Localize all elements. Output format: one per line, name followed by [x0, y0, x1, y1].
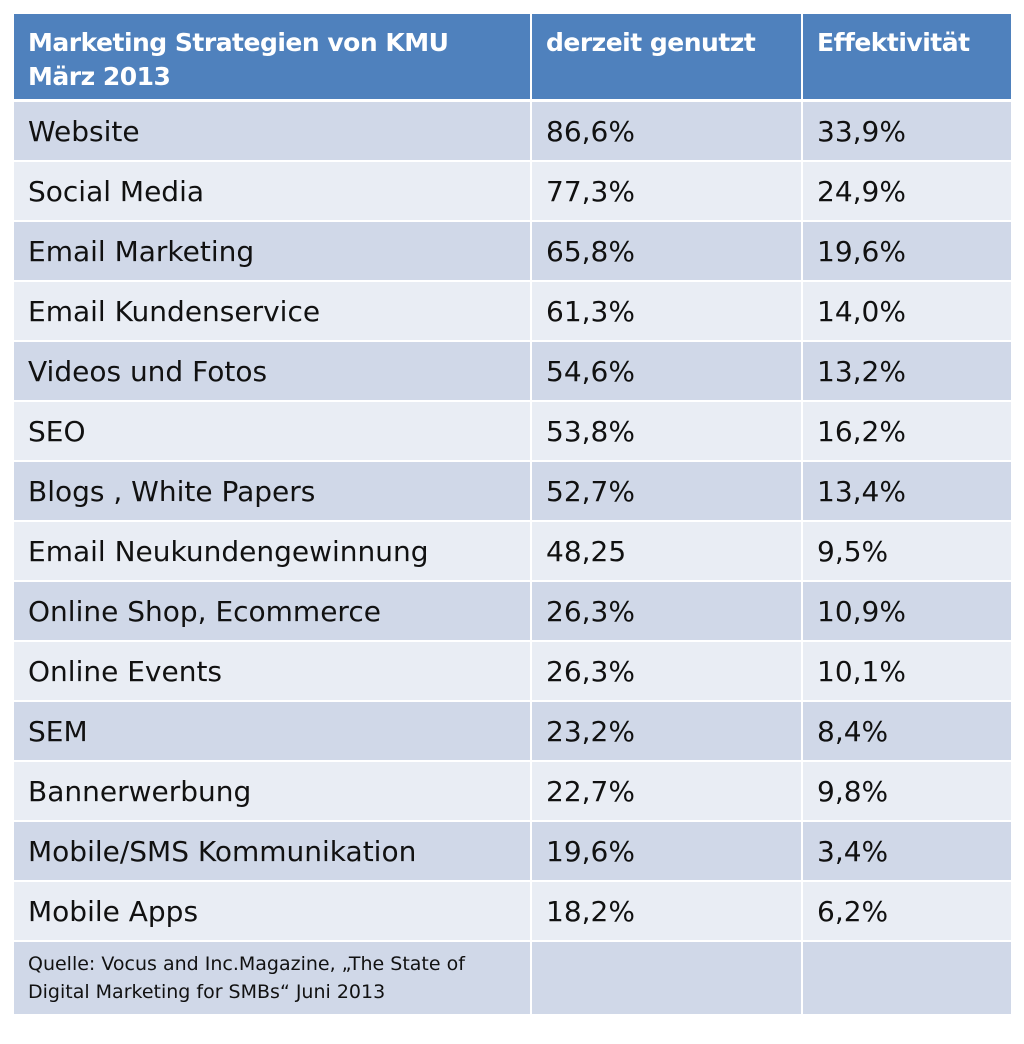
cell-effectiveness: 9,5%	[803, 522, 1011, 582]
cell-effectiveness: 16,2%	[803, 402, 1011, 462]
table-row: SEO 53,8% 16,2%	[14, 402, 1011, 462]
cell-used: 61,3%	[532, 282, 803, 342]
table-row: Online Events 26,3% 10,1%	[14, 642, 1011, 702]
table-row: SEM 23,2% 8,4%	[14, 702, 1011, 762]
cell-effectiveness: 10,9%	[803, 582, 1011, 642]
cell-strategy: Videos und Fotos	[14, 342, 532, 402]
cell-strategy: Bannerwerbung	[14, 762, 532, 822]
cell-used: 52,7%	[532, 462, 803, 522]
cell-strategy: Email Marketing	[14, 222, 532, 282]
table-row: Mobile Apps 18,2% 6,2%	[14, 882, 1011, 942]
table-row: Online Shop, Ecommerce 26,3% 10,9%	[14, 582, 1011, 642]
cell-used: 54,6%	[532, 342, 803, 402]
cell-used: 23,2%	[532, 702, 803, 762]
cell-strategy: SEO	[14, 402, 532, 462]
table-row: Videos und Fotos 54,6% 13,2%	[14, 342, 1011, 402]
marketing-strategies-table: Marketing Strategien von KMU März 2013 d…	[14, 14, 1011, 1016]
cell-used: 86,6%	[532, 102, 803, 162]
cell-used: 26,3%	[532, 582, 803, 642]
cell-effectiveness: 9,8%	[803, 762, 1011, 822]
header-used: derzeit genutzt	[532, 14, 803, 102]
cell-strategy: Email Neukundengewinnung	[14, 522, 532, 582]
header-strategy-line-2: März 2013	[28, 62, 171, 91]
header-strategy-line-1: Marketing Strategien von KMU	[28, 28, 449, 57]
table-row: Social Media 77,3% 24,9%	[14, 162, 1011, 222]
cell-effectiveness: 3,4%	[803, 822, 1011, 882]
cell-effectiveness: 13,2%	[803, 342, 1011, 402]
table-row: Email Neukundengewinnung 48,25 9,5%	[14, 522, 1011, 582]
table-container: Marketing Strategien von KMU März 2013 d…	[14, 14, 1011, 1016]
cell-strategy: Mobile/SMS Kommunikation	[14, 822, 532, 882]
cell-used: 22,7%	[532, 762, 803, 822]
cell-strategy: SEM	[14, 702, 532, 762]
cell-effectiveness: 10,1%	[803, 642, 1011, 702]
header-strategy: Marketing Strategien von KMU März 2013	[14, 14, 532, 102]
table-row: Website 86,6% 33,9%	[14, 102, 1011, 162]
table-row: Bannerwerbung 22,7% 9,8%	[14, 762, 1011, 822]
cell-used: 65,8%	[532, 222, 803, 282]
cell-strategy: Blogs , White Papers	[14, 462, 532, 522]
cell-effectiveness: 14,0%	[803, 282, 1011, 342]
cell-used: 26,3%	[532, 642, 803, 702]
cell-strategy: Social Media	[14, 162, 532, 222]
table-row: Mobile/SMS Kommunikation 19,6% 3,4%	[14, 822, 1011, 882]
cell-used: 48,25	[532, 522, 803, 582]
source-empty-cell	[803, 942, 1011, 1016]
cell-strategy: Online Shop, Ecommerce	[14, 582, 532, 642]
table-row: Email Kundenservice 61,3% 14,0%	[14, 282, 1011, 342]
source-empty-cell	[532, 942, 803, 1016]
cell-used: 77,3%	[532, 162, 803, 222]
header-effectiveness: Effektivität	[803, 14, 1011, 102]
cell-used: 18,2%	[532, 882, 803, 942]
header-row: Marketing Strategien von KMU März 2013 d…	[14, 14, 1011, 102]
cell-effectiveness: 24,9%	[803, 162, 1011, 222]
source-note: Quelle: Vocus and Inc.Magazine, „The Sta…	[14, 942, 532, 1016]
cell-effectiveness: 19,6%	[803, 222, 1011, 282]
table-header: Marketing Strategien von KMU März 2013 d…	[14, 14, 1011, 102]
cell-used: 19,6%	[532, 822, 803, 882]
cell-strategy: Online Events	[14, 642, 532, 702]
cell-effectiveness: 6,2%	[803, 882, 1011, 942]
cell-effectiveness: 13,4%	[803, 462, 1011, 522]
table-row: Blogs , White Papers 52,7% 13,4%	[14, 462, 1011, 522]
cell-effectiveness: 33,9%	[803, 102, 1011, 162]
table-row: Email Marketing 65,8% 19,6%	[14, 222, 1011, 282]
cell-strategy: Mobile Apps	[14, 882, 532, 942]
table-body: Website 86,6% 33,9% Social Media 77,3% 24,9% E…	[14, 102, 1011, 1016]
cell-strategy: Email Kundenservice	[14, 282, 532, 342]
cell-strategy: Website	[14, 102, 532, 162]
cell-used: 53,8%	[532, 402, 803, 462]
cell-effectiveness: 8,4%	[803, 702, 1011, 762]
source-row: Quelle: Vocus and Inc.Magazine, „The Sta…	[14, 942, 1011, 1016]
